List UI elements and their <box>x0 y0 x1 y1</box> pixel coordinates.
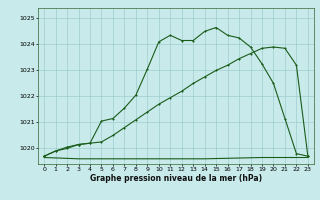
X-axis label: Graphe pression niveau de la mer (hPa): Graphe pression niveau de la mer (hPa) <box>90 174 262 183</box>
